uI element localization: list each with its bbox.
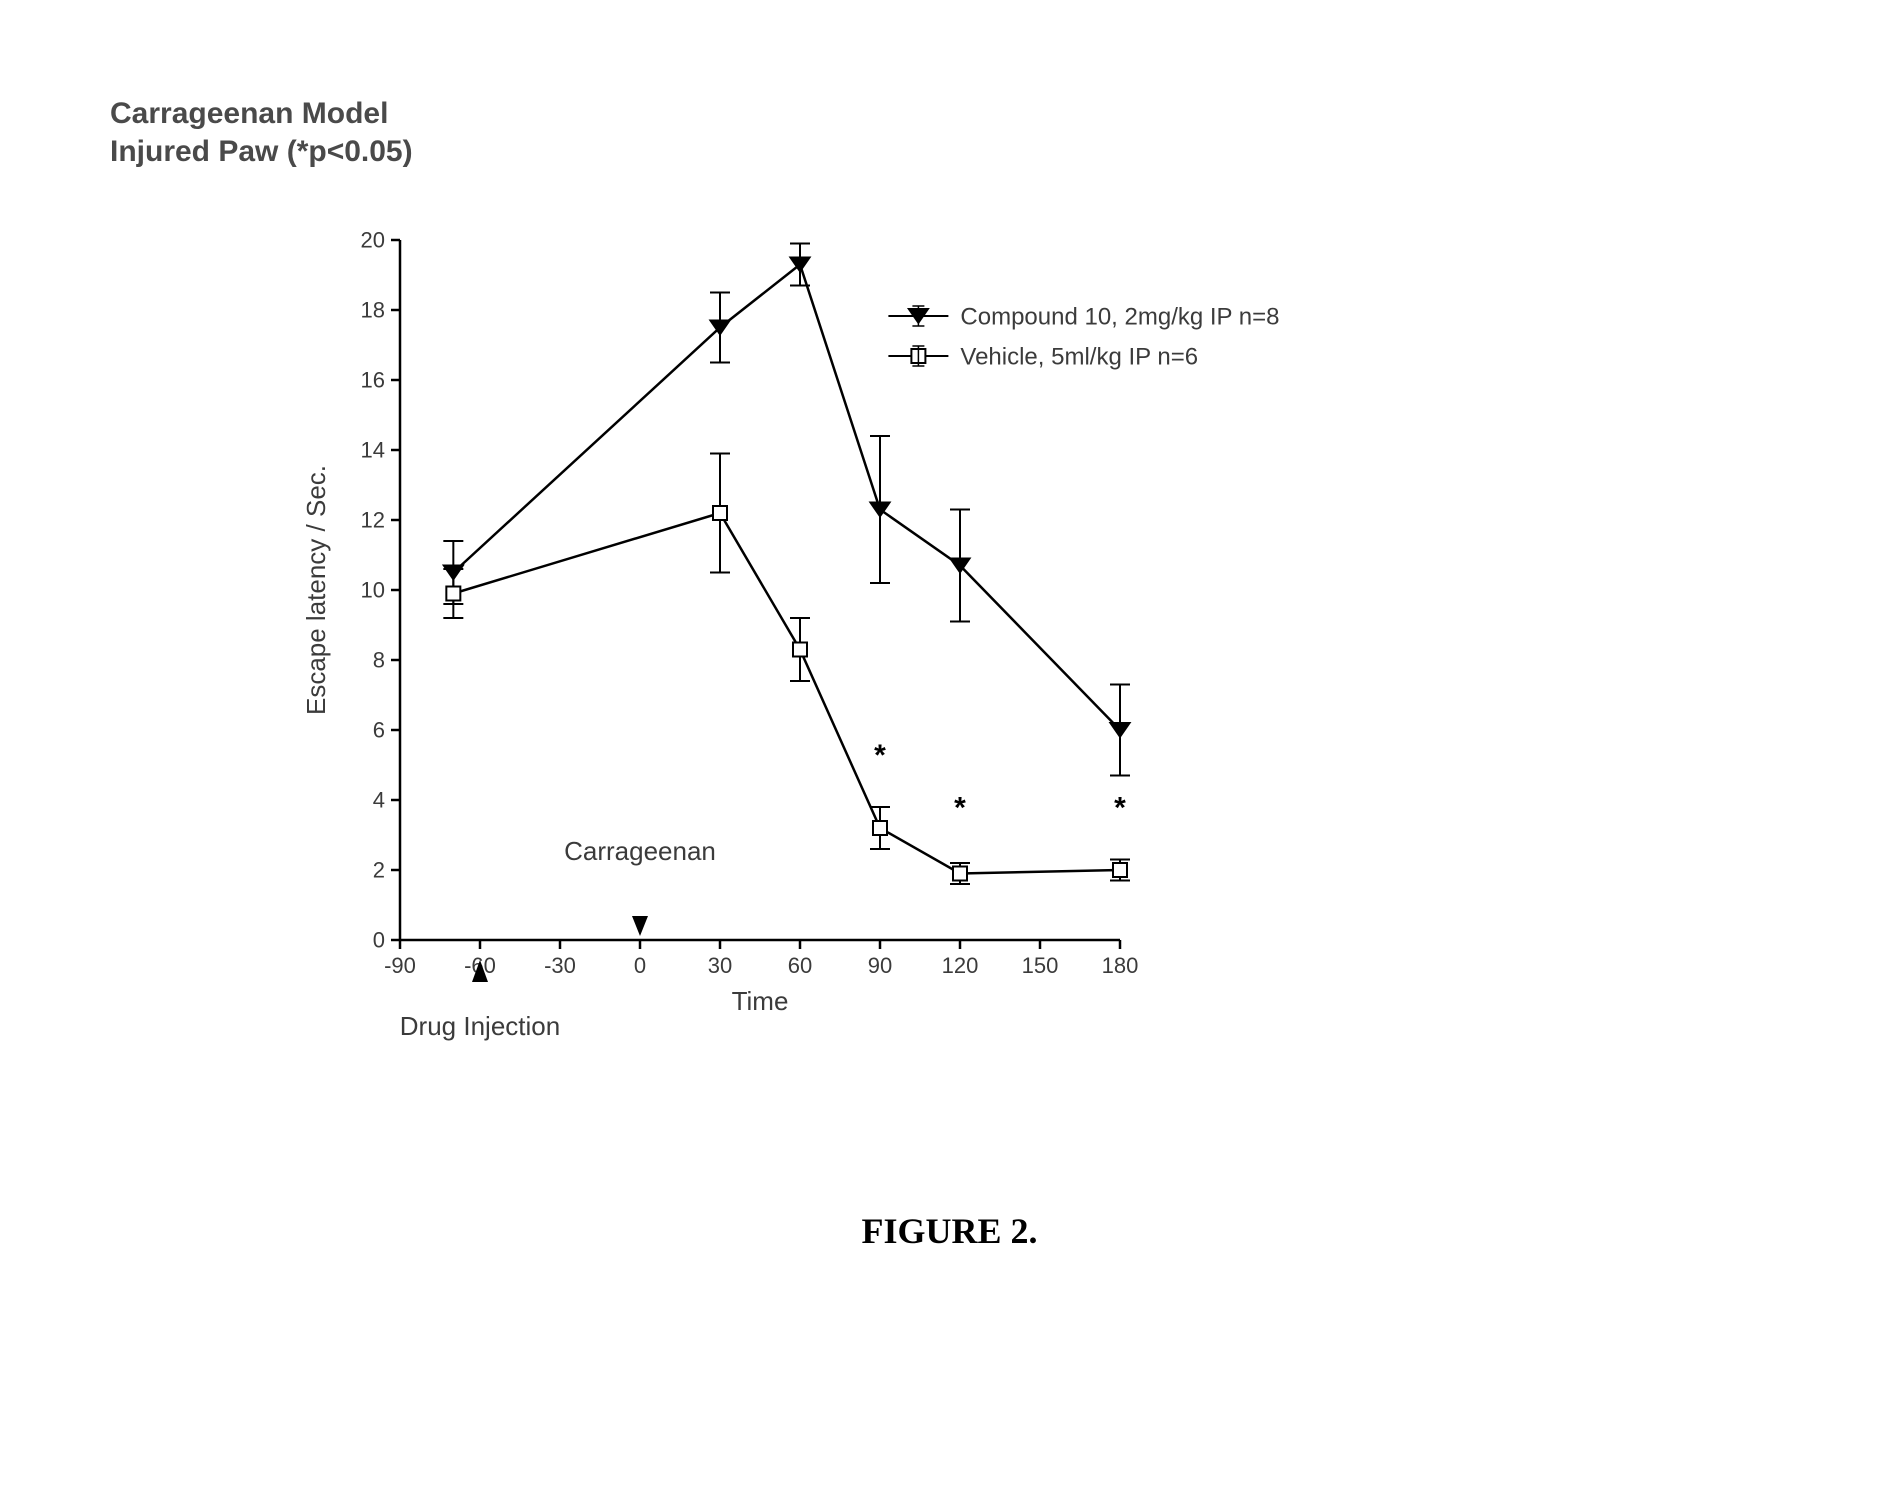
chart-container: 02468101214161820-90-60-3003060901201501… xyxy=(280,220,1600,1090)
svg-text:Escape latency / Sec.: Escape latency / Sec. xyxy=(301,465,331,715)
svg-text:-90: -90 xyxy=(384,953,416,978)
svg-text:0: 0 xyxy=(634,953,646,978)
svg-text:Time: Time xyxy=(732,986,789,1016)
svg-text:-30: -30 xyxy=(544,953,576,978)
svg-text:90: 90 xyxy=(868,953,892,978)
chart-title-line2: Injured Paw (*p<0.05) xyxy=(110,133,413,171)
svg-text:4: 4 xyxy=(373,788,385,813)
svg-text:16: 16 xyxy=(361,368,385,393)
svg-text:10: 10 xyxy=(361,578,385,603)
svg-text:60: 60 xyxy=(788,953,812,978)
svg-text:120: 120 xyxy=(942,953,979,978)
svg-text:14: 14 xyxy=(361,438,385,463)
svg-text:18: 18 xyxy=(361,298,385,323)
svg-text:*: * xyxy=(1114,792,1126,825)
svg-text:8: 8 xyxy=(373,648,385,673)
chart-svg: 02468101214161820-90-60-3003060901201501… xyxy=(280,220,1600,1090)
svg-text:0: 0 xyxy=(373,928,385,953)
svg-text:150: 150 xyxy=(1022,953,1059,978)
svg-text:6: 6 xyxy=(373,718,385,743)
svg-text:Carrageenan: Carrageenan xyxy=(564,836,716,866)
svg-text:Compound 10, 2mg/kg IP n=8: Compound 10, 2mg/kg IP n=8 xyxy=(960,303,1279,330)
svg-text:Vehicle, 5ml/kg IP n=6: Vehicle, 5ml/kg IP n=6 xyxy=(960,343,1198,370)
svg-text:30: 30 xyxy=(708,953,732,978)
svg-text:20: 20 xyxy=(361,228,385,253)
svg-text:2: 2 xyxy=(373,858,385,883)
figure-caption: FIGURE 2. xyxy=(0,1210,1899,1252)
chart-title: Carrageenan Model Injured Paw (*p<0.05) xyxy=(110,95,413,170)
svg-text:12: 12 xyxy=(361,508,385,533)
page: Carrageenan Model Injured Paw (*p<0.05) … xyxy=(0,0,1899,1505)
svg-text:*: * xyxy=(874,739,886,772)
svg-text:Drug Injection: Drug Injection xyxy=(400,1011,560,1041)
svg-text:*: * xyxy=(714,220,726,226)
svg-text:*: * xyxy=(954,792,966,825)
chart-title-line1: Carrageenan Model xyxy=(110,95,413,133)
svg-text:180: 180 xyxy=(1102,953,1139,978)
